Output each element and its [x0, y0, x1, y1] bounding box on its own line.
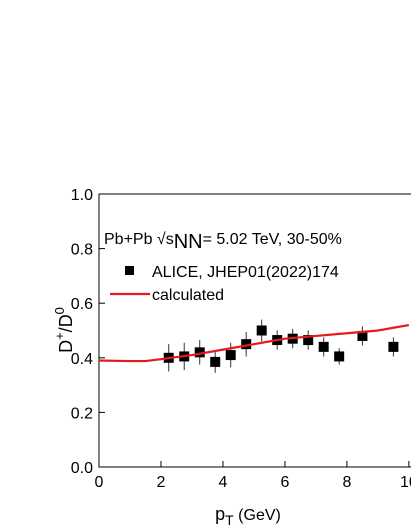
annotation-part: = 5.02 TeV, 30-50%	[203, 231, 342, 248]
annotation: Pb+Pb √sNN= 5.02 TeV, 30-50%	[104, 231, 342, 253]
data-point	[210, 356, 221, 367]
plot-frame	[98, 193, 411, 468]
y-tick-label: 0.8	[71, 242, 93, 259]
y-label-sup: 0	[52, 307, 67, 314]
y-label: D+/D0	[52, 307, 76, 353]
calc-line	[98, 323, 410, 363]
data-point	[303, 335, 314, 346]
legend-label: calculated	[152, 287, 224, 304]
data-point	[225, 350, 236, 361]
data-point	[388, 341, 399, 352]
x-tick-label: 2	[157, 474, 166, 491]
y-tick-label: 0.2	[71, 405, 93, 422]
x-tick-label: 4	[219, 474, 228, 491]
y-label-sup: +	[52, 332, 67, 340]
annotation-part: Pb+Pb √s	[104, 231, 174, 248]
x-tick-label: 0	[95, 474, 104, 491]
data-point	[256, 325, 267, 336]
y-label-part: D	[56, 340, 76, 353]
x-label-sub: T	[225, 512, 234, 528]
x-label: pT (GeV)	[215, 504, 281, 528]
y-tick-label: 0.4	[71, 351, 93, 368]
y-tick-label: 0.0	[71, 460, 93, 477]
data-point	[194, 347, 205, 358]
x-tick-label: 6	[280, 474, 289, 491]
legend-label: ALICE, JHEP01(2022)174	[152, 264, 339, 281]
data-point	[241, 339, 252, 350]
x-label-part: p	[215, 504, 225, 524]
y-tick-label: 1.0	[71, 187, 93, 204]
data-point	[318, 341, 329, 352]
y-label-part: /D	[56, 314, 76, 332]
legend-marker	[125, 266, 134, 275]
x-tick-label: 8	[342, 474, 351, 491]
y-tick-label: 0.6	[71, 296, 93, 313]
x-label-part: (GeV)	[234, 507, 281, 524]
annotation-sub: NN	[174, 231, 203, 253]
data-point	[334, 351, 345, 362]
x-tick-label: 10	[400, 474, 411, 491]
data-point	[357, 330, 368, 341]
